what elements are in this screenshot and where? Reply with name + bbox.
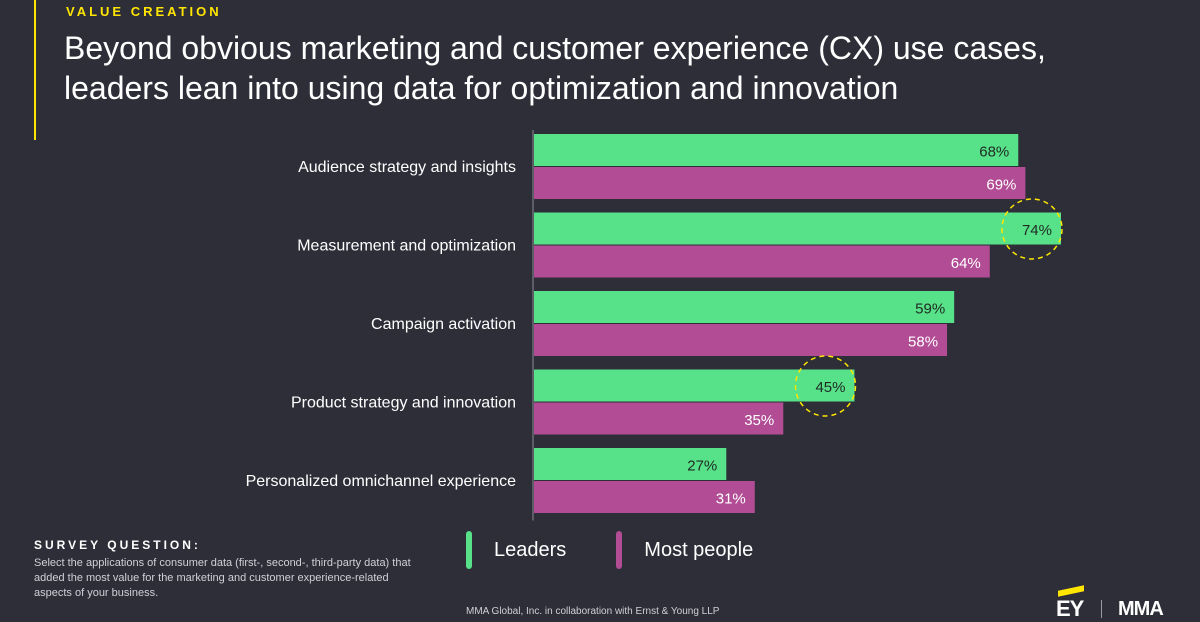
data-label-leaders-audience-strategy-and-insights: 68% [979, 144, 1009, 161]
chart-legend: Leaders Most people [466, 531, 803, 569]
bar-most-people-campaign-activation [534, 324, 948, 356]
bar-most-people-product-strategy-and-innovation [534, 402, 784, 435]
data-label-leaders-measurement-and-optimization: 74% [1022, 222, 1052, 239]
survey-label: SURVEY QUESTION: [34, 538, 201, 552]
legend-swatch-most-people [616, 531, 623, 569]
highlight-circle-product-strategy-and-innovation [794, 355, 857, 417]
legend-item-most-people: Most people [616, 531, 753, 569]
bar-leaders-product-strategy-and-innovation [534, 369, 855, 402]
legend-label-leaders: Leaders [494, 538, 567, 561]
footer-credit: MMA Global, Inc. in collaboration with E… [466, 606, 720, 617]
category-label-measurement-and-optimization: Measurement and optimization [297, 238, 516, 255]
bar-leaders-audience-strategy-and-insights [534, 134, 1019, 166]
logo-divider [1101, 600, 1102, 618]
page-title: Beyond obvious marketing and customer ex… [64, 30, 1046, 106]
bar-most-people-audience-strategy-and-insights [534, 167, 1026, 199]
bar-most-people-measurement-and-optimization [534, 245, 990, 278]
legend-item-leaders: Leaders [466, 531, 566, 569]
data-label-most-people-campaign-activation: 58% [908, 334, 938, 351]
legend-label-most-people: Most people [644, 538, 754, 561]
bar-leaders-personalized-omnichannel-experience [534, 448, 727, 480]
bar-leaders-campaign-activation [534, 291, 955, 323]
category-label-audience-strategy-and-insights: Audience strategy and insights [298, 159, 516, 176]
data-label-most-people-audience-strategy-and-insights: 69% [986, 177, 1016, 194]
data-label-leaders-campaign-activation: 59% [915, 301, 945, 318]
legend-swatch-leaders [466, 531, 472, 569]
bar-leaders-measurement-and-optimization [534, 212, 1061, 245]
data-label-most-people-measurement-and-optimization: 64% [951, 255, 981, 272]
data-label-leaders-personalized-omnichannel-experience: 27% [687, 458, 717, 475]
bar-most-people-personalized-omnichannel-experience [534, 481, 755, 513]
highlight-circle-measurement-and-optimization [1001, 198, 1063, 260]
survey-question: SURVEY QUESTION: Select the applications… [34, 538, 414, 601]
data-label-leaders-product-strategy-and-innovation: 45% [815, 379, 845, 396]
category-label-personalized-omnichannel-experience: Personalized omnichannel experience [246, 473, 516, 490]
data-label-most-people-personalized-omnichannel-experience: 31% [716, 491, 746, 508]
survey-text: Select the applications of consumer data… [34, 557, 411, 599]
category-label-product-strategy-and-innovation: Product strategy and innovation [291, 395, 516, 412]
data-label-most-people-product-strategy-and-innovation: 35% [744, 412, 774, 429]
section-kicker: VALUE CREATION [66, 4, 222, 19]
mma-logo: MMA [1118, 598, 1164, 620]
accent-line [34, 0, 36, 140]
category-label-campaign-activation: Campaign activation [371, 316, 516, 333]
ey-logo: EY [1056, 596, 1084, 621]
